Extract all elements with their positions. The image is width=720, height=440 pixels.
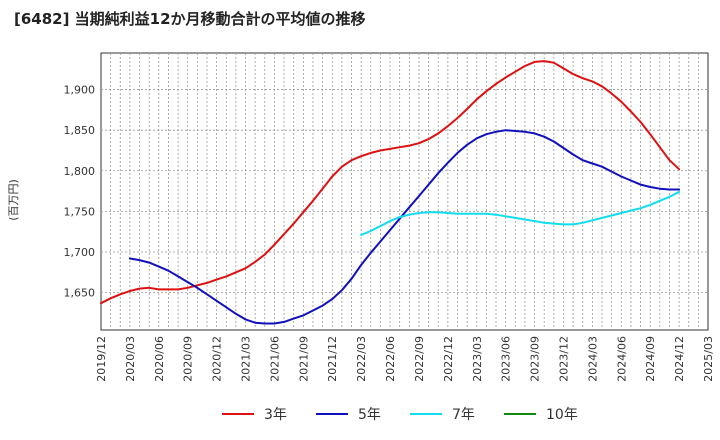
y-tick-label: 1,900 (64, 84, 96, 97)
legend: 3年 5年 7年 10年 (0, 400, 720, 430)
x-tick-label: 2023/12 (557, 336, 570, 382)
x-tick-label: 2020/12 (211, 336, 224, 382)
legend-item: 7年 (410, 404, 475, 424)
legend-label: 7年 (452, 407, 475, 423)
plot-area (100, 52, 709, 331)
legend-label: 5年 (358, 407, 381, 423)
x-tick-label: 2023/06 (500, 336, 513, 382)
x-tick-label: 2019/12 (95, 336, 108, 382)
y-tick-label: 1,800 (64, 165, 96, 178)
x-tick-label: 2022/06 (384, 336, 397, 382)
legend-swatch (410, 413, 442, 415)
legend-swatch (316, 413, 348, 415)
x-tick-label: 2021/12 (326, 336, 339, 382)
x-tick-label: 2024/06 (615, 336, 628, 382)
x-tick-label: 2024/03 (586, 336, 599, 382)
x-tick-label: 2023/09 (529, 336, 542, 382)
chart-title: [6482] 当期純利益12か月移動合計の平均値の推移 (14, 10, 366, 28)
legend-label: 3年 (264, 407, 287, 423)
x-tick-label: 2021/09 (297, 336, 310, 382)
x-tick-label: 2023/03 (471, 336, 484, 382)
legend-item: 10年 (504, 404, 578, 424)
x-tick-label: 2024/09 (644, 336, 657, 382)
legend-item: 5年 (316, 404, 381, 424)
y-tick-label: 1,650 (64, 287, 96, 300)
y-tick-label: 1,700 (64, 246, 96, 259)
series-line-2 (128, 129, 681, 325)
x-tick-label: 2022/12 (442, 336, 455, 382)
x-tick-label: 2025/03 (702, 336, 715, 382)
series-line-3 (360, 190, 681, 236)
x-tick-label: 2021/06 (268, 336, 281, 382)
x-tick-label: 2020/09 (182, 336, 195, 382)
x-tick-label: 2022/03 (355, 336, 368, 382)
y-tick-label: 1,850 (64, 124, 96, 137)
x-tick-label: 2020/06 (153, 336, 166, 382)
x-tick-label: 2021/03 (240, 336, 253, 382)
legend-swatch (222, 413, 254, 415)
x-tick-label: 2022/09 (413, 336, 426, 382)
legend-swatch (504, 413, 536, 415)
x-tick-label: 2024/12 (673, 336, 686, 382)
legend-label: 10年 (546, 407, 578, 423)
x-tick-label: 2020/03 (124, 336, 137, 382)
y-tick-label: 1,750 (64, 205, 96, 218)
series-line-1 (100, 60, 681, 305)
legend-item: 3年 (222, 404, 287, 424)
